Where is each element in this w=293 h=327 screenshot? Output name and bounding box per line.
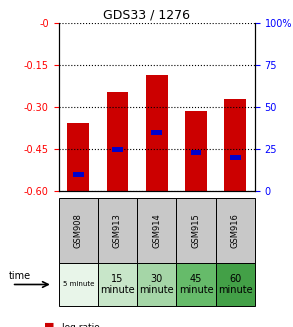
Bar <box>107 92 128 191</box>
Bar <box>191 150 201 155</box>
Text: 5 minute: 5 minute <box>62 282 94 287</box>
Bar <box>112 147 123 152</box>
Text: GSM914: GSM914 <box>152 213 161 248</box>
Text: 15
minute: 15 minute <box>100 274 135 295</box>
Text: log ratio: log ratio <box>62 322 99 327</box>
Bar <box>185 111 207 191</box>
Text: GSM915: GSM915 <box>192 213 200 248</box>
Text: 60
minute: 60 minute <box>218 274 253 295</box>
Bar <box>151 130 162 135</box>
Bar <box>230 155 241 160</box>
Text: GSM916: GSM916 <box>231 213 240 248</box>
Text: time: time <box>9 271 31 281</box>
Text: ■: ■ <box>44 322 54 327</box>
Bar <box>67 123 89 191</box>
Bar <box>146 75 168 191</box>
Bar <box>73 172 84 177</box>
Text: GSM908: GSM908 <box>74 213 83 248</box>
Bar <box>224 99 246 191</box>
Text: 45
minute: 45 minute <box>179 274 213 295</box>
Text: GSM913: GSM913 <box>113 213 122 248</box>
Text: 30
minute: 30 minute <box>139 274 174 295</box>
Text: GDS33 / 1276: GDS33 / 1276 <box>103 8 190 21</box>
